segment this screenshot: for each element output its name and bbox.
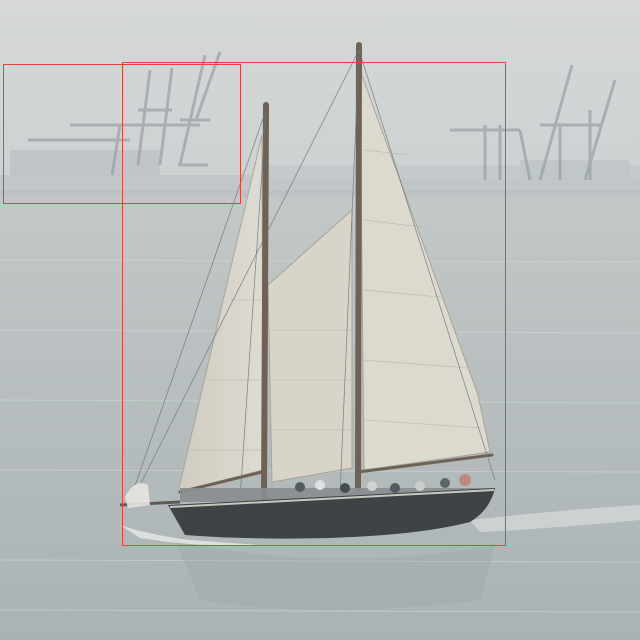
figurehead [125, 483, 150, 508]
fore-mast [261, 102, 269, 501]
ship-reflection [175, 540, 495, 610]
distant-port [0, 150, 640, 197]
hull-stripe [169, 489, 495, 508]
crane-right [450, 64, 617, 181]
staysail [267, 208, 353, 483]
crane-left [28, 51, 222, 176]
sails [177, 69, 491, 493]
masts [178, 42, 494, 501]
hull [168, 488, 495, 539]
rigging [129, 49, 496, 506]
main-mast [355, 42, 362, 491]
mainsail [359, 69, 491, 471]
bow-wake [120, 525, 260, 546]
stern-wake [470, 505, 640, 532]
